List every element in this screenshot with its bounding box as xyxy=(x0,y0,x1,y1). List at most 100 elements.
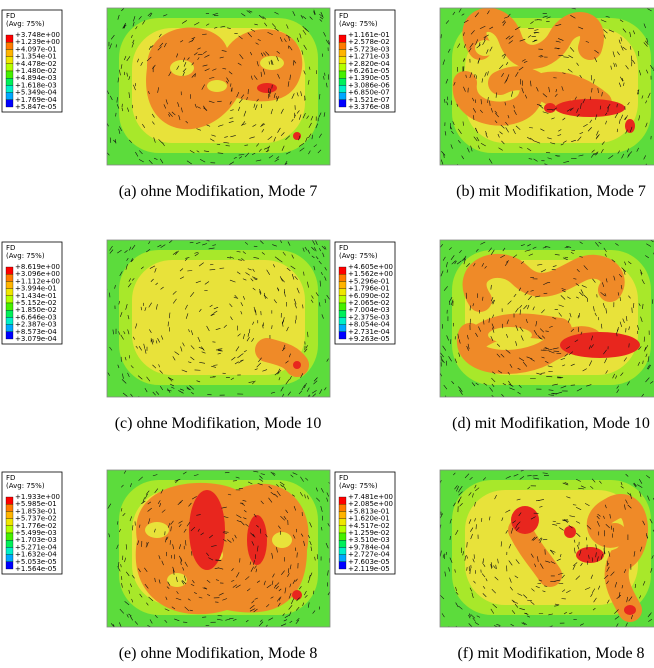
legend-swatch xyxy=(338,561,347,570)
flow-line xyxy=(504,102,506,106)
flow-line xyxy=(164,608,170,611)
low-region xyxy=(145,522,169,538)
flow-line xyxy=(176,576,178,583)
flow-line xyxy=(125,304,128,310)
flow-line xyxy=(467,147,470,153)
flow-line xyxy=(470,614,476,619)
flow-line xyxy=(129,583,133,588)
legend-label: +5.813e-01 xyxy=(348,507,390,515)
flow-line xyxy=(200,346,205,351)
flow-line xyxy=(197,57,200,61)
flow-line xyxy=(618,592,621,598)
flow-line xyxy=(647,364,652,370)
flow-line xyxy=(555,24,562,27)
flow-line xyxy=(514,603,519,608)
legend-swatch xyxy=(338,274,347,282)
flow-line xyxy=(441,359,445,364)
flow-line xyxy=(250,51,253,56)
flow-line xyxy=(487,97,489,103)
flow-line xyxy=(184,606,190,612)
flow-line xyxy=(282,251,286,256)
flow-line xyxy=(274,158,280,162)
flow-line xyxy=(207,594,211,596)
flow-line xyxy=(445,551,447,556)
flow-line xyxy=(500,541,503,547)
flow-line xyxy=(504,261,509,266)
flow-line xyxy=(454,358,457,363)
flow-line xyxy=(572,562,578,567)
flow-line xyxy=(307,602,310,608)
legend-label: +5.847e-05 xyxy=(15,103,57,111)
flow-line xyxy=(310,299,314,303)
contour-plot xyxy=(439,469,654,628)
legend-swatch xyxy=(5,331,14,340)
flow-line xyxy=(268,617,274,621)
flow-line xyxy=(246,336,250,342)
flow-line xyxy=(628,326,630,331)
flow-line xyxy=(130,258,133,263)
flow-line xyxy=(311,255,315,259)
flow-line xyxy=(313,377,318,382)
legend-subtitle: (Avg: 75%) xyxy=(6,482,45,490)
flow-line xyxy=(570,15,576,19)
flow-line xyxy=(259,289,262,294)
flow-line xyxy=(466,554,468,559)
flow-line xyxy=(130,365,134,369)
flow-line xyxy=(614,609,619,614)
flow-line xyxy=(504,79,507,84)
legend-label: +3.096e+00 xyxy=(15,270,60,278)
flow-line xyxy=(558,38,564,41)
flow-line xyxy=(258,14,264,20)
flow-line xyxy=(128,589,130,594)
flow-line xyxy=(127,107,129,112)
flow-line xyxy=(548,394,555,396)
flow-line xyxy=(583,265,588,270)
flow-line xyxy=(180,40,184,43)
flow-line xyxy=(554,603,560,606)
flow-line xyxy=(474,74,476,78)
flow-line xyxy=(164,42,167,48)
flow-line xyxy=(236,572,240,578)
flow-line xyxy=(256,545,259,552)
flow-line xyxy=(131,525,134,531)
flow-line xyxy=(127,314,130,320)
flow-line xyxy=(488,317,490,323)
flow-line xyxy=(449,557,453,563)
flow-line xyxy=(278,588,282,592)
flow-line xyxy=(149,329,152,333)
flow-line xyxy=(141,123,146,128)
legend-label: +1.850e-02 xyxy=(15,306,57,314)
flow-line xyxy=(135,345,138,349)
flow-line xyxy=(451,381,455,385)
flow-line xyxy=(534,563,537,568)
flow-line xyxy=(612,373,615,379)
flow-line xyxy=(268,61,270,65)
legend-swatch xyxy=(338,324,347,332)
flow-line xyxy=(205,23,210,26)
flow-line xyxy=(591,588,596,594)
flow-line xyxy=(302,15,307,20)
legend-label: +1.853e-01 xyxy=(15,507,57,515)
flow-line xyxy=(455,625,457,627)
flow-line xyxy=(107,372,110,376)
flow-line xyxy=(268,497,273,503)
flow-line xyxy=(461,13,465,16)
flow-line xyxy=(536,86,539,92)
flow-line xyxy=(595,552,597,558)
flow-line xyxy=(569,312,572,318)
flow-line xyxy=(461,257,466,261)
legend-label: +9.263e-05 xyxy=(348,335,390,343)
legend-label: +9.784e-04 xyxy=(348,543,390,551)
flow-line xyxy=(466,542,468,548)
flow-line xyxy=(308,66,311,70)
flow-line xyxy=(627,148,629,153)
flow-line xyxy=(602,302,605,308)
flow-line xyxy=(238,156,243,159)
flow-line xyxy=(284,587,287,594)
flow-line xyxy=(287,573,290,577)
high-band xyxy=(255,338,309,377)
flow-line xyxy=(224,136,228,138)
legend-swatch xyxy=(5,85,14,93)
flow-line xyxy=(142,20,146,25)
flow-line xyxy=(584,587,591,590)
